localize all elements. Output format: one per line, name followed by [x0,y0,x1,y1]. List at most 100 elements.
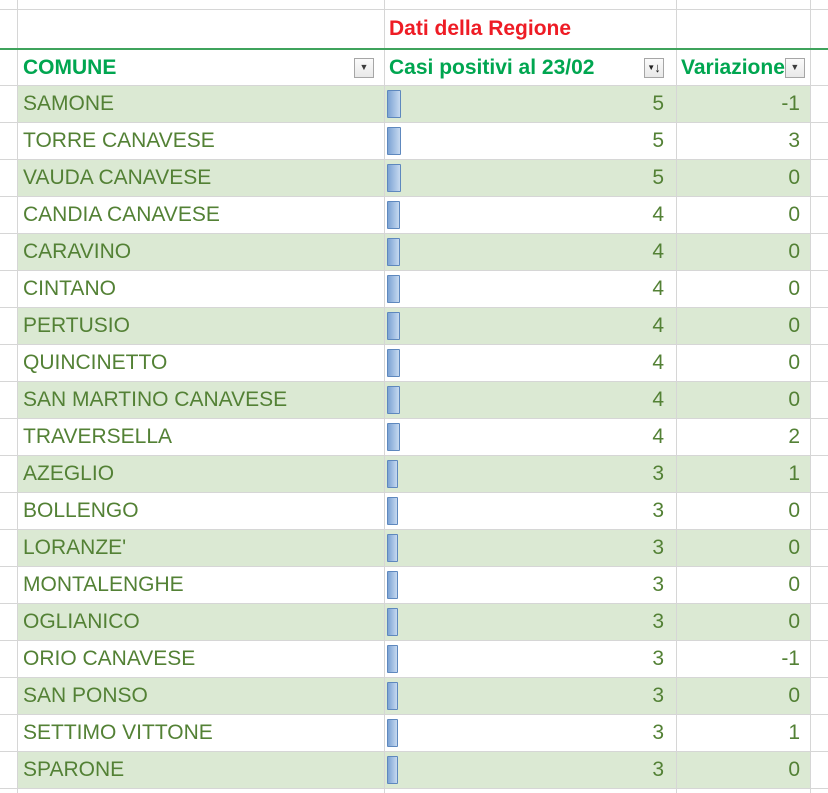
empty-cell[interactable] [811,530,828,567]
variazione-cell[interactable]: 1 [677,456,811,493]
variazione-cell[interactable]: 0 [677,752,811,789]
row-header-stub-cell[interactable] [0,752,18,789]
variazione-cell[interactable]: 0 [677,234,811,271]
comune-filter-button[interactable]: ▼ [354,57,374,78]
empty-cell[interactable] [811,752,828,789]
comune-cell[interactable]: LORANZE' [18,530,385,567]
empty-cell[interactable] [18,0,385,10]
row-header-stub-cell[interactable] [0,604,18,641]
empty-cell[interactable] [811,678,828,715]
comune-cell[interactable]: VAUDA CANAVESE [18,160,385,197]
variazione-cell[interactable]: 0 [677,604,811,641]
comune-cell[interactable]: AZEGLIO [18,456,385,493]
variazione-header-cell[interactable]: Variazione ▼ [677,50,811,86]
variazione-cell[interactable]: -1 [677,641,811,678]
variazione-cell[interactable]: 3 [677,123,811,160]
row-header-stub-cell[interactable] [0,0,18,10]
comune-cell[interactable]: SAMONE [18,86,385,123]
casi-cell[interactable]: 4 [385,234,677,271]
comune-cell[interactable]: SAN PONSO [18,678,385,715]
variazione-cell[interactable]: 0 [677,308,811,345]
variazione-cell[interactable]: 0 [677,345,811,382]
row-header-stub-cell[interactable] [0,530,18,567]
casi-cell[interactable]: 3 [385,752,677,789]
comune-cell[interactable]: OGLIANICO [18,604,385,641]
comune-cell[interactable]: CANDIA CANAVESE [18,197,385,234]
empty-cell[interactable] [811,715,828,752]
comune-cell[interactable]: PERTUSIO [18,308,385,345]
casi-cell[interactable]: 3 [385,567,677,604]
comune-cell[interactable]: CARAVINO [18,234,385,271]
empty-cell[interactable] [811,382,828,419]
casi-cell[interactable]: 3 [385,456,677,493]
row-header-stub-cell[interactable] [0,197,18,234]
row-header-stub-cell[interactable] [0,308,18,345]
row-header-stub-cell[interactable] [0,271,18,308]
empty-cell[interactable] [811,0,828,10]
row-header-stub-cell[interactable] [0,419,18,456]
empty-cell[interactable] [811,419,828,456]
variazione-cell[interactable]: 0 [677,567,811,604]
variazione-cell[interactable]: 0 [677,493,811,530]
comune-cell[interactable]: SETTIMO VITTONE [18,715,385,752]
row-header-stub-cell[interactable] [0,123,18,160]
comune-cell[interactable]: CINTANO [18,271,385,308]
empty-cell[interactable] [811,160,828,197]
variazione-cell[interactable]: 0 [677,197,811,234]
casi-cell[interactable]: 3 [385,530,677,567]
casi-cell[interactable]: 3 [385,493,677,530]
empty-cell[interactable] [811,123,828,160]
row-header-stub-cell[interactable] [0,678,18,715]
row-header-stub-cell[interactable] [0,493,18,530]
row-header-stub-cell[interactable] [0,10,18,48]
empty-cell[interactable] [18,10,385,48]
casi-header-cell[interactable]: Casi positivi al 23/02 ▼ ↓ [385,50,677,86]
empty-cell[interactable] [811,308,828,345]
casi-cell[interactable]: 4 [385,345,677,382]
row-header-stub-cell[interactable] [0,345,18,382]
empty-cell[interactable] [811,271,828,308]
row-header-stub-cell[interactable] [0,456,18,493]
variazione-cell[interactable]: -1 [677,86,811,123]
empty-cell[interactable] [811,456,828,493]
casi-cell[interactable]: 5 [385,86,677,123]
variazione-filter-button[interactable]: ▼ [784,57,805,78]
comune-cell[interactable]: TRAVERSELLA [18,419,385,456]
region-title-cell[interactable]: Dati della Regione [385,10,677,48]
row-header-stub-cell[interactable] [0,234,18,271]
row-header-stub-cell[interactable] [0,382,18,419]
variazione-cell[interactable]: 0 [677,530,811,567]
empty-cell[interactable] [811,641,828,678]
row-header-stub-cell[interactable] [0,641,18,678]
row-header-stub-cell[interactable] [0,715,18,752]
comune-cell[interactable]: BOLLENGO [18,493,385,530]
row-header-stub-cell[interactable] [0,567,18,604]
casi-cell[interactable]: 4 [385,419,677,456]
row-header-stub-cell[interactable] [0,86,18,123]
casi-cell[interactable]: 5 [385,160,677,197]
empty-cell[interactable] [811,197,828,234]
variazione-cell[interactable]: 0 [677,382,811,419]
casi-cell[interactable]: 4 [385,197,677,234]
empty-cell[interactable] [811,789,828,793]
empty-cell[interactable] [811,345,828,382]
row-header-stub-cell[interactable] [0,160,18,197]
casi-sort-filter-button[interactable]: ▼ ↓ [644,57,664,78]
comune-cell[interactable]: SAN MARTINO CANAVESE [18,382,385,419]
comune-cell[interactable]: SPARONE [18,752,385,789]
empty-cell[interactable] [677,10,811,48]
casi-cell[interactable]: 3 [385,715,677,752]
casi-cell[interactable]: 3 [385,641,677,678]
empty-cell[interactable] [811,567,828,604]
variazione-cell[interactable]: 2 [677,419,811,456]
empty-cell[interactable] [811,50,828,86]
comune-header-cell[interactable]: COMUNE ▼ [18,50,385,86]
empty-cell[interactable] [811,86,828,123]
empty-cell[interactable] [811,10,828,48]
empty-cell[interactable] [18,789,385,793]
casi-cell[interactable]: 4 [385,308,677,345]
empty-cell[interactable] [677,0,811,10]
casi-cell[interactable]: 4 [385,382,677,419]
variazione-cell[interactable]: 0 [677,271,811,308]
comune-cell[interactable]: MONTALENGHE [18,567,385,604]
